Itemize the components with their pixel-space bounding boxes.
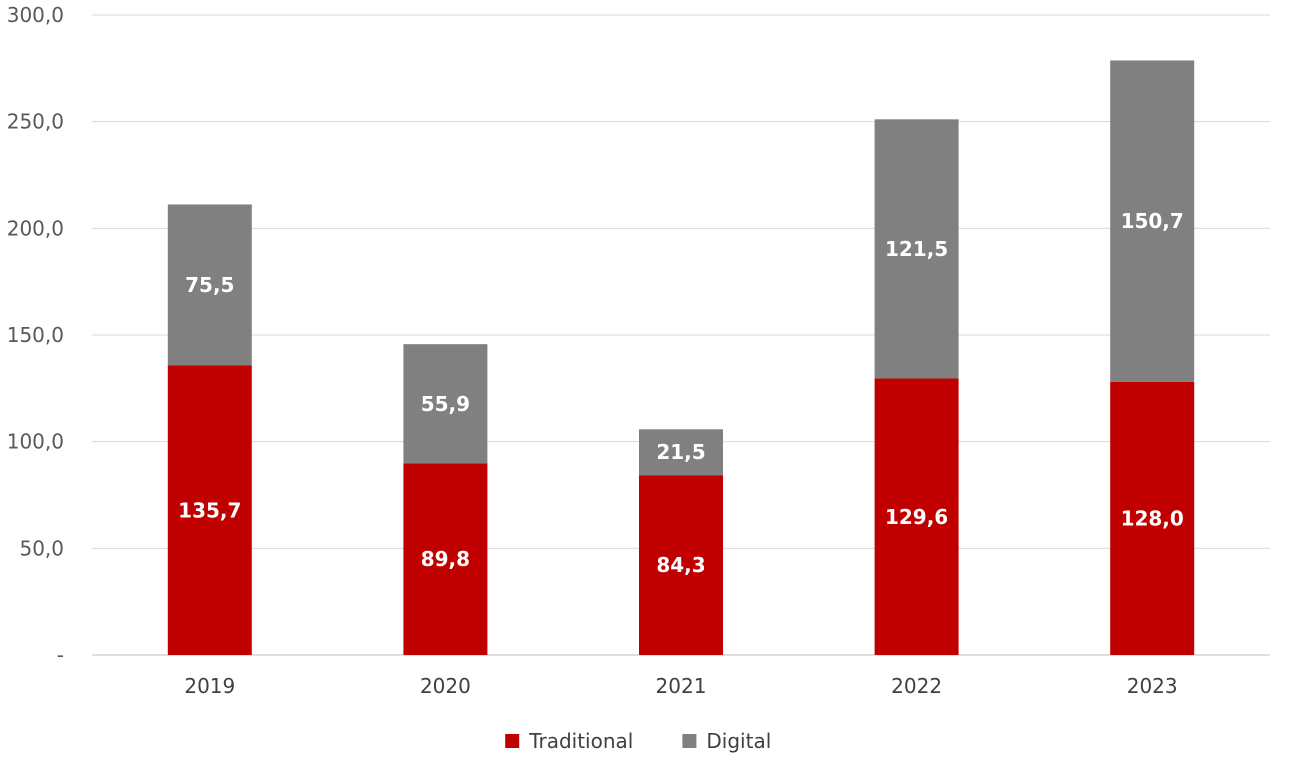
legend-swatch-traditional	[505, 734, 520, 748]
y-tick-label: 250,0	[7, 110, 64, 134]
bar-traditional-2019	[167, 365, 252, 655]
data-label-traditional-2019: 135,7	[178, 498, 241, 522]
y-tick-label: 150,0	[7, 323, 64, 347]
data-label-digital-2020: 55,9	[421, 392, 470, 416]
bar-traditional-2020	[403, 463, 488, 655]
legend-label-traditional: Traditional	[528, 729, 633, 753]
data-label-traditional-2020: 89,8	[421, 547, 470, 571]
bar-traditional-2022	[874, 378, 959, 655]
data-label-traditional-2021: 84,3	[656, 553, 705, 577]
legend-swatch-digital	[682, 734, 697, 748]
bar-digital-2019	[167, 204, 252, 366]
x-tick-label: 2022	[891, 674, 942, 698]
y-axis-tick-labels: - 50,0 100,0 150,0 200,0 250,0 300,0	[7, 3, 64, 667]
y-tick-label: 100,0	[7, 430, 64, 454]
x-tick-label: 2020	[420, 674, 471, 698]
data-labels: 135,7 75,5 89,8 55,9 84,3 21,5 129,6 121,5 128,0…	[178, 209, 1184, 577]
bar-traditional-2023	[1110, 381, 1195, 655]
bar-digital-2022	[874, 119, 959, 379]
legend: Traditional Digital	[505, 729, 771, 753]
legend-label-digital: Digital	[706, 729, 771, 753]
y-tick-label: 300,0	[7, 3, 64, 27]
data-label-digital-2023: 150,7	[1121, 209, 1184, 233]
bar-digital-2023	[1110, 60, 1195, 382]
bar-digital-2020	[403, 344, 488, 464]
data-label-digital-2019: 75,5	[185, 273, 234, 297]
data-label-digital-2021: 21,5	[656, 440, 705, 464]
bar-traditional-2021	[639, 475, 723, 655]
data-label-traditional-2023: 128,0	[1121, 506, 1184, 530]
y-tick-label: 50,0	[19, 536, 64, 560]
bars	[167, 60, 1195, 655]
y-tick-label: -	[57, 643, 64, 667]
data-label-traditional-2022: 129,6	[885, 505, 948, 529]
data-label-digital-2022: 121,5	[885, 237, 948, 261]
x-tick-label: 2019	[184, 674, 235, 698]
x-axis-tick-labels: 2019 2020 2021 2022 2023	[184, 674, 1177, 698]
bar-digital-2021	[639, 429, 723, 476]
x-tick-label: 2023	[1127, 674, 1178, 698]
y-tick-label: 200,0	[7, 216, 64, 240]
x-tick-label: 2021	[656, 674, 707, 698]
